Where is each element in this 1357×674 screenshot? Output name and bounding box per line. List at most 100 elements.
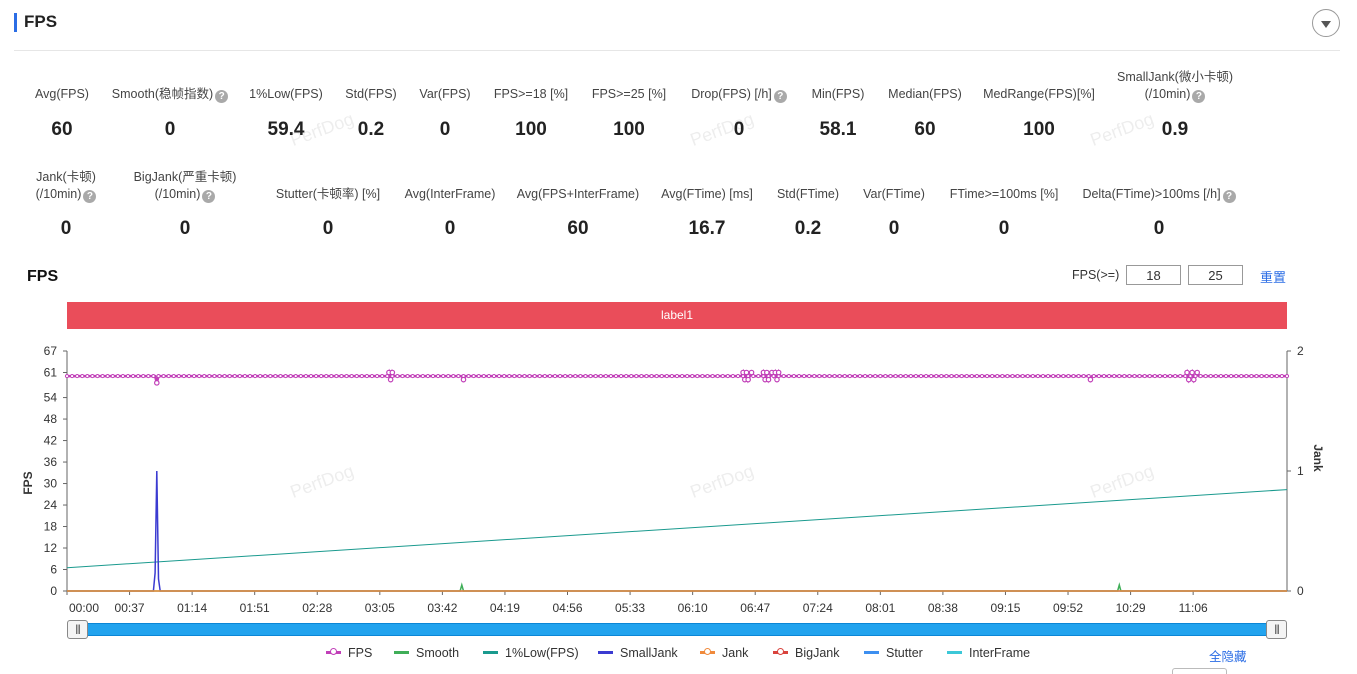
fps-point (141, 373, 146, 379)
help-icon[interactable]: ? (773, 90, 787, 103)
fps-point (446, 373, 451, 379)
fps-point (435, 373, 441, 379)
fps-point (502, 373, 507, 379)
legend-item-jank[interactable]: Jank (700, 646, 748, 660)
r2-stat-3: Avg(InterFrame) 0 (350, 186, 550, 266)
stat-value: 58.1 (819, 119, 857, 140)
collapse-button[interactable] (1312, 9, 1340, 37)
fps-point-dev (1194, 369, 1200, 376)
fps-point (1045, 373, 1051, 379)
fps-point (313, 373, 319, 379)
fps-point (1040, 373, 1046, 379)
legend-swatch-icon (947, 651, 962, 654)
reset-button[interactable]: 重置 (1260, 270, 1287, 285)
fps-point (227, 373, 232, 379)
fps-threshold-input-2[interactable] (1188, 265, 1243, 285)
slider-handle-right[interactable]: ||| (1266, 620, 1287, 639)
fps-point (1157, 373, 1163, 379)
y-tick-label: 61 (44, 365, 58, 379)
fps-point (568, 373, 573, 379)
stat-label: Stutter(卡顿率) [%] (228, 186, 428, 203)
fps-threshold-input-1[interactable] (1126, 265, 1181, 285)
help-icon[interactable]: ? (1222, 190, 1236, 203)
stat-value: 0.2 (794, 218, 822, 239)
fps-point (883, 373, 888, 379)
fps-point (1269, 373, 1274, 379)
fps-point (730, 373, 736, 379)
fps-point (176, 373, 181, 379)
stat-value: 16.7 (688, 218, 726, 239)
slider-handle-left[interactable]: ||| (67, 620, 88, 639)
fps-point (1020, 373, 1025, 379)
series-line-smooth[interactable] (67, 582, 1287, 592)
fps-point-dev (154, 380, 160, 386)
fps-point (1127, 373, 1132, 379)
stat-value: 0.9 (1161, 119, 1189, 140)
series-line-1-low-fps-[interactable] (66, 489, 1288, 569)
help-icon[interactable]: ? (202, 190, 216, 203)
stat-label-text: Min(FPS) (811, 87, 865, 101)
fps-point (324, 373, 329, 379)
hide-all-button[interactable]: 全隐藏 (1209, 650, 1247, 664)
fps-point (1228, 373, 1234, 379)
stat-value: 0 (998, 218, 1010, 239)
fps-point (1000, 373, 1005, 379)
r2-stat-6: Std(FTime) 0.2 (708, 186, 908, 266)
fps-point (888, 373, 893, 379)
fps-point (613, 373, 619, 379)
fps-point-dev (1191, 376, 1197, 383)
fps-point (532, 373, 537, 379)
fps-point (273, 373, 278, 379)
fps-point (949, 373, 954, 379)
x-tick-label: 06:47 (740, 601, 770, 615)
fps-point (624, 373, 629, 379)
help-icon[interactable]: ? (1192, 90, 1206, 103)
fps-point (1234, 373, 1239, 379)
fps-point (222, 373, 227, 379)
y2-axis-title: Jank (1311, 444, 1325, 472)
legend-label: Jank (722, 646, 749, 660)
legend-item-smooth[interactable]: Smooth (394, 646, 459, 660)
fps-point-dev (1189, 369, 1195, 376)
time-range-slider[interactable]: ||| ||| (67, 620, 1287, 640)
fps-point (1096, 373, 1102, 379)
help-icon[interactable]: ? (215, 90, 229, 103)
legend-swatch-icon (700, 648, 715, 655)
legend-item-interframe[interactable]: InterFrame (947, 646, 1030, 660)
legend-swatch-icon (483, 651, 498, 654)
x-tick-label: 03:05 (365, 601, 395, 615)
legend-item-1-low-fps-[interactable]: 1%Low(FPS) (483, 646, 579, 660)
fps-point (791, 373, 797, 379)
legend-item-stutter[interactable]: Stutter (864, 646, 923, 660)
fps-point (705, 373, 710, 379)
fps-point (507, 373, 512, 379)
help-icon[interactable]: ? (83, 190, 97, 203)
fps-point (415, 373, 420, 379)
y-tick-label: 30 (44, 477, 58, 491)
stat-label-text: Avg(InterFrame) (404, 187, 496, 201)
slider-track[interactable] (67, 623, 1287, 636)
fps-point (1244, 373, 1249, 379)
r2-stat-4: Avg(FPS+InterFrame) 60 (478, 186, 678, 266)
stat-label: Drop(FPS) [/h]? (639, 86, 839, 103)
legend-item-bigjank[interactable]: BigJank (773, 646, 839, 660)
label-band[interactable]: label1 (67, 302, 1287, 329)
fps-point (100, 373, 105, 379)
y-tick-label: 67 (44, 344, 58, 358)
chart-legend: FPS Smooth 1%Low(FPS) SmallJank Jank BigJank S… (0, 646, 1357, 662)
fps-point (217, 373, 222, 379)
fps-point (1091, 373, 1096, 379)
stat-label-text: MedRange(FPS)[%] (983, 87, 1095, 101)
partial-control (1172, 668, 1227, 674)
fps-point (1132, 373, 1137, 379)
x-tick-label: 05:33 (615, 601, 645, 615)
r1-stat-0: Avg(FPS) 60 (0, 86, 162, 166)
legend-item-smalljank[interactable]: SmallJank (598, 646, 678, 660)
watermark-text: PerfDog (1087, 109, 1156, 150)
legend-item-fps[interactable]: FPS (326, 646, 372, 660)
fps-point (400, 373, 405, 379)
stat-value: 0 (60, 218, 72, 239)
x-tick-label: 11:06 (1179, 601, 1208, 615)
fps-point (974, 373, 980, 379)
